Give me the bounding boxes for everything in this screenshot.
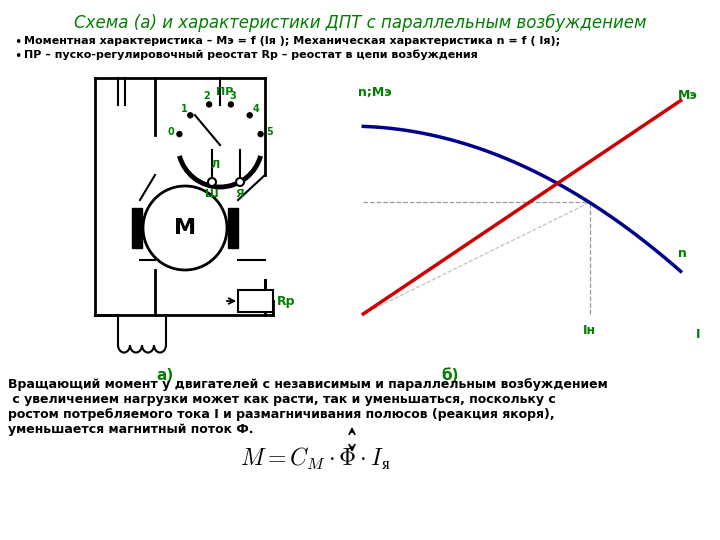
Circle shape: [177, 132, 182, 137]
Text: n: n: [678, 247, 687, 260]
Text: ПР – пуско-регулировочный реостат Rp – реостат в цепи возбуждения: ПР – пуско-регулировочный реостат Rp – р…: [24, 50, 478, 60]
Bar: [238, 290, 273, 312]
Text: 2: 2: [204, 91, 210, 101]
Text: Я: Я: [235, 189, 244, 199]
Text: Iн: Iн: [583, 324, 596, 337]
Circle shape: [236, 178, 244, 186]
Text: Вращающий момент у двигателей с независимым и параллельным возбуждением: Вращающий момент у двигателей с независи…: [8, 378, 608, 391]
Text: 1: 1: [181, 104, 187, 114]
Text: 4: 4: [253, 104, 259, 114]
Text: уменьшается магнитный поток Ф.: уменьшается магнитный поток Ф.: [8, 423, 253, 436]
Text: I: I: [696, 328, 700, 341]
Text: ростом потребляемого тока I и размагничивания полюсов (реакция якоря),: ростом потребляемого тока I и размагничи…: [8, 408, 554, 421]
Text: ПР: ПР: [216, 87, 234, 97]
Text: M: M: [174, 218, 196, 238]
Text: 0: 0: [167, 127, 174, 137]
Text: Схема (а) и характеристики ДПТ с параллельным возбуждением: Схема (а) и характеристики ДПТ с паралле…: [73, 14, 647, 32]
Text: $M = C_M \cdot \Phi \cdot I_{\mathrm{я}}$: $M = C_M \cdot \Phi \cdot I_{\mathrm{я}}…: [240, 446, 390, 472]
Text: а): а): [156, 368, 174, 383]
Circle shape: [247, 113, 252, 118]
Text: Мэ: Мэ: [678, 89, 698, 102]
Text: Rp: Rp: [277, 294, 295, 307]
Text: с увеличением нагрузки может как расти, так и уменьшаться, поскольку с: с увеличением нагрузки может как расти, …: [8, 393, 556, 406]
Circle shape: [258, 132, 263, 137]
Text: n;Мэ: n;Мэ: [358, 86, 392, 99]
Circle shape: [188, 113, 193, 118]
Bar: [132, 208, 142, 248]
Text: •: •: [14, 50, 22, 63]
Circle shape: [228, 102, 233, 107]
Text: Ш: Ш: [205, 189, 219, 199]
Circle shape: [143, 186, 227, 270]
Text: 3: 3: [230, 91, 237, 101]
Circle shape: [208, 178, 216, 186]
Bar: [228, 208, 238, 248]
Text: •: •: [14, 36, 22, 49]
Circle shape: [207, 102, 212, 107]
Text: Л: Л: [210, 160, 220, 170]
Text: б): б): [441, 368, 459, 383]
Text: Моментная характеристика – Мэ = f (Iя ); Механическая характеристика n = f ( Iя): Моментная характеристика – Мэ = f (Iя );…: [24, 36, 560, 46]
Text: 5: 5: [266, 127, 273, 137]
